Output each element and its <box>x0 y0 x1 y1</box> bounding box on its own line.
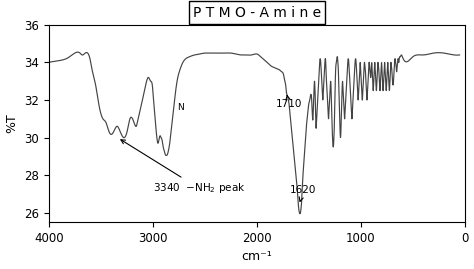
Text: 1710: 1710 <box>275 95 302 109</box>
Y-axis label: %T: %T <box>6 114 18 133</box>
X-axis label: cm⁻¹: cm⁻¹ <box>241 250 272 263</box>
Text: 1620: 1620 <box>290 185 317 201</box>
Text: N: N <box>178 103 184 112</box>
Text: 3340  $-$NH$_2$ peak: 3340 $-$NH$_2$ peak <box>121 140 246 195</box>
Title: P T M O - A m i n e: P T M O - A m i n e <box>193 6 321 20</box>
